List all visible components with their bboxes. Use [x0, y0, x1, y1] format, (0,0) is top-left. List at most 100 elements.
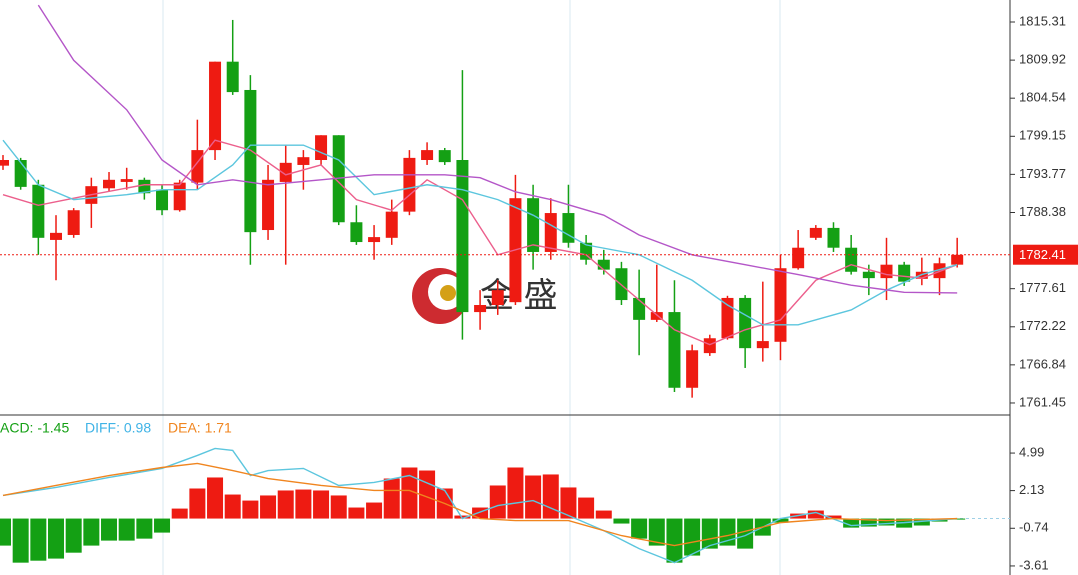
- candle-body: [562, 213, 575, 243]
- macd-bar: [189, 488, 206, 519]
- macd-bar: [684, 518, 701, 556]
- candle-body: [756, 341, 769, 349]
- y-tick-label: 1804.54: [1019, 90, 1066, 105]
- candle-body: [156, 189, 169, 211]
- candle-body: [209, 61, 222, 151]
- candle-body: [739, 297, 752, 349]
- macd-bar: [171, 508, 188, 519]
- y-tick-label: 1761.45: [1019, 394, 1066, 409]
- macd-bar: [118, 518, 135, 541]
- candle-body: [32, 184, 45, 238]
- candle-body: [474, 305, 487, 313]
- candle-body: [951, 254, 964, 265]
- candle-body: [385, 211, 398, 238]
- candle-body: [173, 182, 186, 211]
- y-tick-label: 1793.77: [1019, 166, 1066, 181]
- candle-body: [774, 268, 787, 342]
- candle-body: [650, 312, 663, 320]
- candle-body: [862, 271, 875, 279]
- macd-bar: [701, 518, 718, 549]
- candle-body: [262, 179, 275, 231]
- macd-bar: [860, 518, 877, 527]
- candle-body: [279, 162, 292, 182]
- macd-bar: [825, 515, 842, 519]
- candle-body: [845, 247, 858, 272]
- candle-body: [103, 179, 116, 189]
- candle-body: [0, 160, 9, 166]
- candle-body: [527, 198, 540, 252]
- macd-bar: [666, 518, 683, 563]
- macd-bar: [419, 470, 436, 519]
- macd-bar: [154, 518, 171, 533]
- candle-body: [456, 160, 469, 313]
- macd-bar: [366, 502, 383, 519]
- candle-body: [120, 179, 133, 182]
- candle-body: [721, 297, 734, 339]
- indicator-line: [2, 462, 958, 547]
- y-tick-label: -0.74: [1019, 520, 1049, 535]
- candle-body: [350, 222, 363, 243]
- y-tick-label: 1766.84: [1019, 356, 1066, 371]
- macd-bar: [595, 510, 612, 519]
- macd-bar: [12, 518, 29, 563]
- macd-bar: [330, 495, 347, 519]
- candle-body: [597, 259, 610, 270]
- logo-dot: [440, 285, 456, 301]
- candle-body: [315, 135, 328, 161]
- candle-body: [438, 150, 451, 163]
- y-tick-label: 1777.61: [1019, 280, 1066, 295]
- y-tick-label: 1809.92: [1019, 52, 1066, 67]
- macd-bar: [65, 518, 82, 553]
- candle-body: [809, 227, 822, 238]
- candle-body: [880, 264, 893, 279]
- macd-bar: [560, 487, 577, 519]
- candle-body: [67, 210, 80, 235]
- candle-body: [580, 242, 593, 260]
- vertical-grid: [162, 0, 781, 575]
- y-tick-label: 2.13: [1019, 482, 1044, 497]
- candle-body: [421, 150, 434, 161]
- macd-bar: [48, 518, 65, 559]
- macd-bar: [383, 478, 400, 519]
- macd-bar: [242, 500, 259, 519]
- legend-label: ACD: -1.45: [0, 420, 69, 436]
- candle-body: [403, 157, 416, 212]
- macd-bar: [30, 518, 47, 561]
- candle-body: [138, 179, 151, 194]
- macd-bar: [807, 510, 824, 519]
- legend-label: DIFF: 0.98: [85, 420, 151, 436]
- macd-bar: [401, 467, 418, 519]
- macd-bar: [913, 518, 930, 526]
- macd-bar: [295, 489, 312, 519]
- candle-body: [226, 61, 239, 93]
- y-tick-label: -3.61: [1019, 557, 1049, 572]
- macd-bar: [472, 507, 489, 519]
- indicator-line: [2, 447, 958, 564]
- macd-bar: [101, 518, 118, 541]
- indicator-line: [37, 4, 958, 294]
- macd-bar: [207, 477, 224, 519]
- macd-bar: [454, 515, 471, 519]
- macd-bar: [525, 475, 542, 519]
- candle-body: [703, 338, 716, 354]
- indicator-line: [2, 139, 958, 326]
- candle-body: [297, 157, 310, 165]
- macd-bar: [631, 518, 648, 539]
- watermark-logo: [412, 268, 468, 324]
- macd-bar: [0, 518, 11, 546]
- macd-bar: [542, 474, 559, 519]
- y-tick-label: 1799.15: [1019, 128, 1066, 143]
- candle-body: [491, 290, 504, 306]
- macd-bar: [878, 518, 895, 526]
- macd-bar: [613, 518, 630, 524]
- macd-bar: [843, 518, 860, 528]
- macd-bar: [578, 497, 595, 519]
- candle-body: [50, 232, 63, 240]
- macd-bar: [136, 518, 153, 539]
- macd-bar: [737, 518, 754, 549]
- candle-body: [14, 160, 27, 187]
- macd-bar: [224, 494, 241, 519]
- candle-body: [792, 247, 805, 269]
- macd-bar: [489, 485, 506, 519]
